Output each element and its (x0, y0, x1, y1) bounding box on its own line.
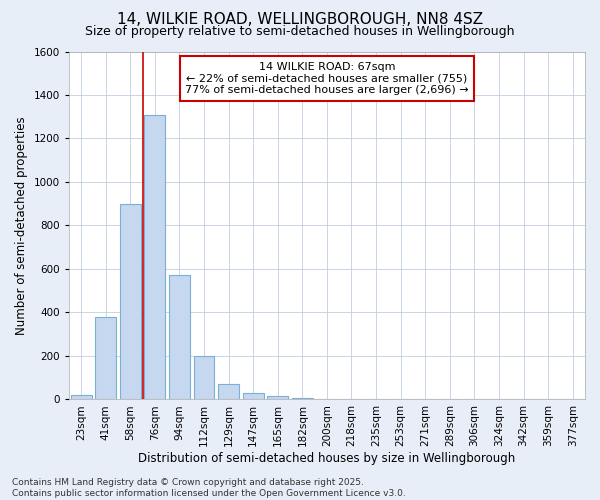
Bar (292, 398, 313, 400)
X-axis label: Distribution of semi-detached houses by size in Wellingborough: Distribution of semi-detached houses by … (138, 452, 515, 465)
Y-axis label: Number of semi-detached properties: Number of semi-detached properties (15, 116, 28, 335)
Bar (95, 317, 116, 400)
Text: Contains HM Land Registry data © Crown copyright and database right 2025.
Contai: Contains HM Land Registry data © Crown c… (12, 478, 406, 498)
Bar (194, 356, 214, 400)
Bar (145, 114, 166, 400)
Bar (268, 396, 288, 400)
Bar (71, 395, 92, 400)
Bar (243, 393, 263, 400)
Bar (218, 384, 239, 400)
Bar (169, 276, 190, 400)
Bar (120, 204, 141, 400)
Text: Size of property relative to semi-detached houses in Wellingborough: Size of property relative to semi-detach… (85, 25, 515, 38)
Text: 14 WILKIE ROAD: 67sqm
← 22% of semi-detached houses are smaller (755)
77% of sem: 14 WILKIE ROAD: 67sqm ← 22% of semi-deta… (185, 62, 469, 95)
Text: 14, WILKIE ROAD, WELLINGBOROUGH, NN8 4SZ: 14, WILKIE ROAD, WELLINGBOROUGH, NN8 4SZ (117, 12, 483, 28)
